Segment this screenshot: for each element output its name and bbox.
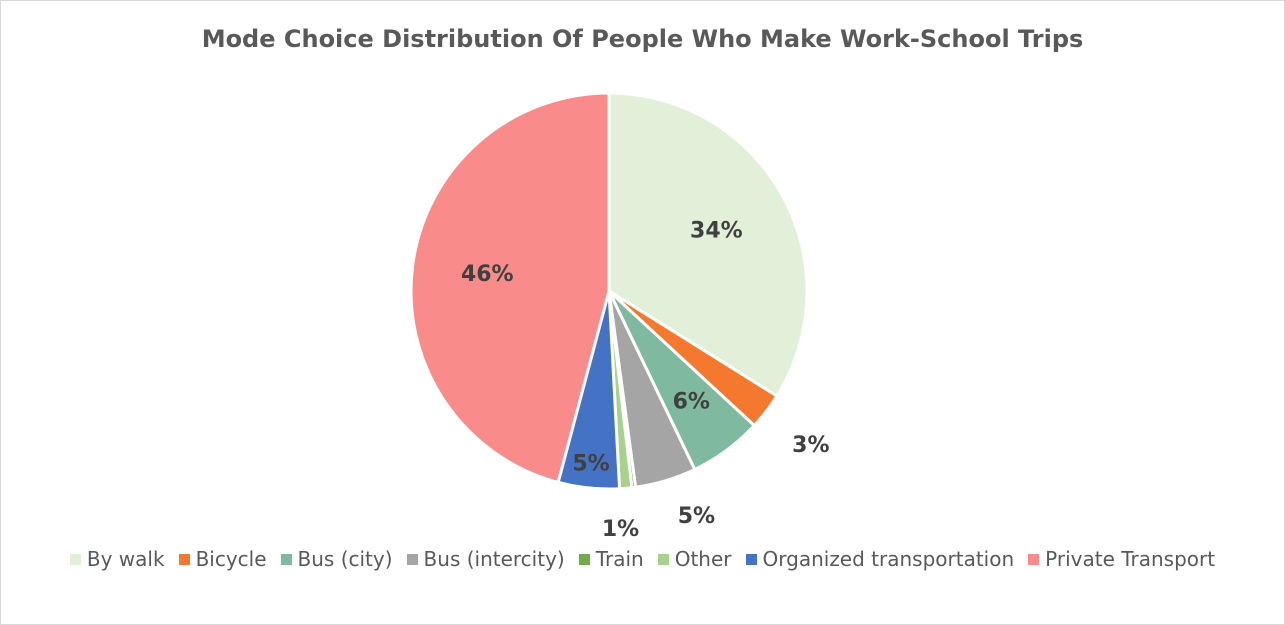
- data-label-bus-city: 6%: [673, 390, 710, 415]
- data-label-by-walk: 34%: [690, 219, 743, 244]
- data-label-private-transport: 46%: [461, 262, 514, 287]
- legend-label: Bus (intercity): [423, 547, 565, 571]
- legend-swatch: [745, 553, 757, 565]
- legend-label: Bus (city): [297, 547, 393, 571]
- legend-item-bicycle: Bicycle: [178, 547, 267, 571]
- data-label-bicycle: 3%: [792, 433, 829, 458]
- legend-swatch: [178, 553, 190, 565]
- data-label-other: 1%: [602, 517, 639, 541]
- legend-item-organized-transportation: Organized transportation: [745, 547, 1015, 571]
- legend: By walk Bicycle Bus (city) Bus (intercity) T…: [1, 547, 1284, 571]
- legend-swatch: [406, 553, 418, 565]
- legend-item-other: Other: [657, 547, 732, 571]
- legend-item-train: Train: [578, 547, 644, 571]
- legend-item-private-transport: Private Transport: [1028, 547, 1215, 571]
- legend-label: Train: [595, 547, 644, 571]
- legend-swatch: [578, 553, 590, 565]
- legend-item-by-walk: By walk: [69, 547, 165, 571]
- legend-swatch: [1028, 553, 1040, 565]
- legend-swatch: [657, 553, 669, 565]
- legend-label: Organized transportation: [762, 547, 1015, 571]
- legend-label: Other: [674, 547, 732, 571]
- data-label-bus-intercity: 5%: [678, 504, 715, 529]
- pie-chart: 34% 3% 6% 5% 1% 5% 46%: [409, 91, 830, 541]
- data-label-organized-transportation: 5%: [572, 451, 609, 476]
- legend-label: Private Transport: [1045, 547, 1216, 571]
- pie-slice-private-transport: [409, 91, 611, 485]
- legend-swatch: [69, 553, 81, 565]
- legend-item-bus-city: Bus (city): [280, 547, 393, 571]
- legend-item-bus-intercity: Bus (intercity): [406, 547, 565, 571]
- legend-label: Bicycle: [195, 547, 267, 571]
- legend-swatch: [280, 553, 292, 565]
- legend-label: By walk: [86, 547, 165, 571]
- chart-title: Mode Choice Distribution Of People Who M…: [201, 25, 1084, 53]
